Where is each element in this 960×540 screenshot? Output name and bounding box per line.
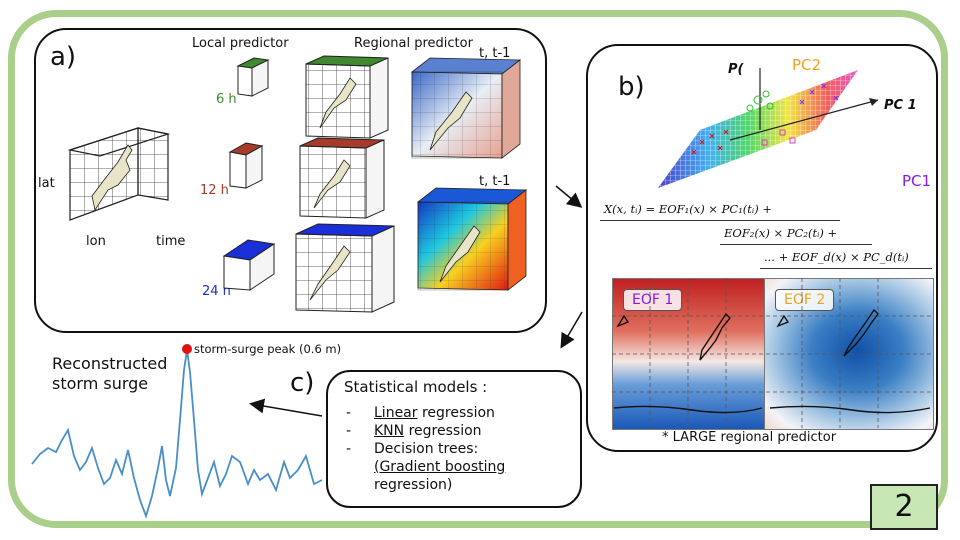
panel-b-tag: b) bbox=[618, 72, 645, 102]
eof1-label: EOF 1 bbox=[623, 289, 683, 311]
model-trees-gb: (Gradient boosting bbox=[374, 459, 506, 475]
eq-underline-3 bbox=[760, 268, 932, 269]
large-cube bbox=[67, 127, 171, 221]
models-list: Linear regression KNN regression Decisio… bbox=[344, 404, 505, 494]
eq-underline-1 bbox=[600, 220, 840, 221]
eq-line-1: X(x, tᵢ) = EOF₁(x) × PC₁(tᵢ) + bbox=[604, 202, 773, 216]
lead-time-12h: 12 h bbox=[200, 183, 229, 198]
regional-cube-24h bbox=[295, 223, 395, 313]
model-trees-end: regression) bbox=[374, 477, 453, 493]
lead-time-6h: 6 h bbox=[216, 92, 237, 107]
arrow-b-to-c bbox=[560, 311, 583, 349]
eof2-label: EOF 2 bbox=[775, 289, 835, 311]
footnote: * LARGE regional predictor bbox=[662, 430, 837, 445]
eof2-map: EOF 2 bbox=[764, 278, 934, 430]
local-predictor-title: Local predictor bbox=[192, 36, 289, 51]
regional-predictor-title: Regional predictor bbox=[354, 36, 473, 51]
pc1-label: PC1 bbox=[902, 172, 932, 190]
panel-c-tag: c) bbox=[290, 368, 315, 398]
page-number: 2 bbox=[870, 484, 938, 530]
model-knn: KNN regression bbox=[344, 422, 505, 440]
eq-line-3: ... + EOF_d(x) × PC_d(tᵢ) bbox=[764, 250, 909, 264]
peak-label: storm-surge peak (0.6 m) bbox=[194, 342, 342, 356]
arrow-c-to-surge bbox=[249, 398, 323, 417]
eof-map-grid bbox=[612, 278, 932, 428]
time-label-2: t, t-1 bbox=[479, 174, 511, 189]
pc1-axis-label: PC 1 bbox=[884, 98, 917, 113]
peak-marker bbox=[182, 344, 192, 354]
model-linear: Linear regression bbox=[344, 404, 505, 422]
pca-plane bbox=[658, 68, 879, 188]
pc-p-label: P( bbox=[728, 62, 744, 77]
regional-field-t1 bbox=[410, 57, 522, 159]
regional-cube-12h bbox=[299, 137, 385, 219]
axis-lat-label: lat bbox=[38, 176, 55, 191]
regional-field-t2 bbox=[416, 187, 528, 291]
models-title: Statistical models : bbox=[344, 378, 488, 396]
local-cube-12h bbox=[228, 142, 264, 189]
panel-a-cubes bbox=[67, 55, 528, 313]
surge-title-2: storm surge bbox=[52, 374, 149, 393]
axis-time-label: time bbox=[156, 234, 186, 249]
surge-line bbox=[31, 349, 323, 519]
surge-title-1: Reconstructed bbox=[52, 354, 168, 373]
arrow-a-to-b bbox=[555, 185, 583, 208]
eq-underline-2 bbox=[720, 244, 872, 245]
local-cube-24h bbox=[222, 239, 276, 291]
local-cube-6h bbox=[236, 57, 270, 97]
regional-cube-6h bbox=[305, 55, 389, 139]
model-trees: Decision trees: bbox=[344, 440, 505, 458]
slide-frame bbox=[8, 10, 948, 528]
axis-lon-label: lon bbox=[86, 234, 106, 249]
pc2-label: PC2 bbox=[792, 56, 822, 74]
time-label-1: t, t-1 bbox=[479, 46, 511, 61]
eq-line-2: EOF₂(x) × PC₂(tᵢ) + bbox=[724, 226, 838, 240]
panel-a-tag: a) bbox=[50, 42, 77, 72]
